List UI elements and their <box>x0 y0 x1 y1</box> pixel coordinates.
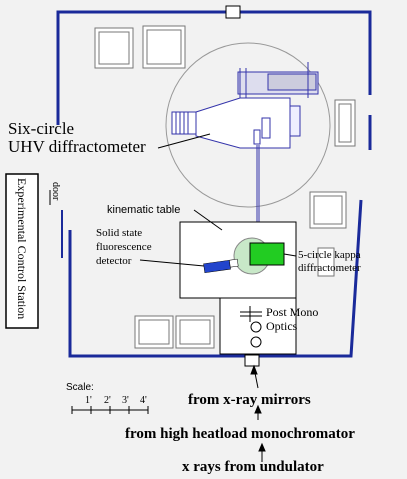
beam-arrows <box>250 364 266 462</box>
scale-bar <box>71 406 149 414</box>
six-circle-label-2: UHV diffractometer <box>8 137 146 156</box>
scale-title: Scale: <box>66 382 94 393</box>
from-undulator-label: x rays from undulator <box>182 459 324 475</box>
six-circle-label-1: Six-circle <box>8 119 74 138</box>
kinematic-table-pointer <box>193 209 223 231</box>
kappa-diffractometer <box>249 242 285 266</box>
from-mirrors-label: from x-ray mirrors <box>188 392 311 408</box>
scale-tick-1: 1' <box>85 395 92 406</box>
optics-elements <box>240 306 262 348</box>
experimental-control-station-box <box>5 173 39 329</box>
kappa-label-1: 5-circle kappa <box>298 249 361 261</box>
kappa-label-2: diffractometer <box>298 262 361 274</box>
ssfd-label-1: Solid state <box>96 227 142 239</box>
beam-entry-port <box>244 354 260 367</box>
six-circle-diffractometer <box>171 62 319 149</box>
fluorescence-detector <box>203 258 239 274</box>
ssfd-pointer <box>139 259 205 267</box>
hutch-walls <box>56 10 372 358</box>
top-wall-port <box>225 5 241 19</box>
scale-tick-3: 3' <box>122 395 129 406</box>
scale-tick-2: 2' <box>104 395 111 406</box>
ssfd-label-2: fluorescence <box>96 241 152 253</box>
door-label: door <box>50 182 61 201</box>
kinematic-table-label: kinematic table <box>107 204 180 216</box>
post-mono-label-2: Optics <box>266 319 298 333</box>
six-circle-pointer <box>157 133 211 149</box>
post-mono-label-1: Post Mono <box>266 305 318 319</box>
scale-tick-4: 4' <box>140 395 147 406</box>
from-mono-label: from high heatload monochromator <box>125 426 355 442</box>
ssfd-label-3: detector <box>96 255 132 267</box>
kappa-pointer <box>283 253 297 257</box>
storage-cabinets <box>94 25 356 349</box>
six-circle-rotation-circle <box>165 42 331 208</box>
ecs-label: Experimental Control Station <box>15 178 29 319</box>
